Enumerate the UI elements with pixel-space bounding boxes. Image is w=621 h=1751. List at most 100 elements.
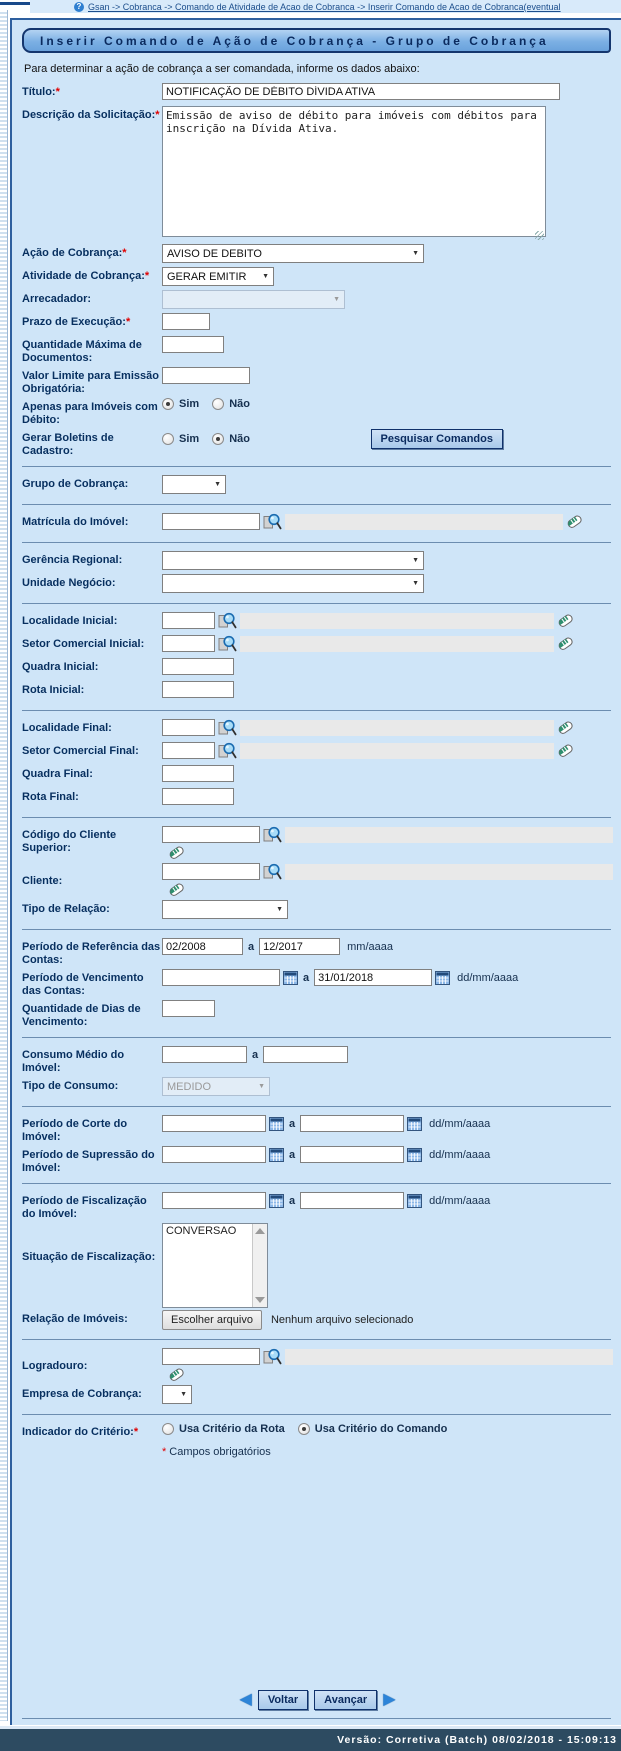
localidade-inicial-input[interactable]: [162, 612, 215, 629]
resize-handle-icon[interactable]: [535, 231, 544, 240]
rota-inicial-input[interactable]: [162, 681, 234, 698]
required-mark: *: [133, 1426, 139, 1438]
eraser-icon[interactable]: [557, 612, 574, 629]
prazo-input[interactable]: [162, 313, 210, 330]
per-fisc-from-input[interactable]: [162, 1192, 266, 1209]
qtd-dias-input[interactable]: [162, 1000, 215, 1017]
eraser-icon[interactable]: [168, 881, 185, 898]
pesquisar-comandos-button[interactable]: Pesquisar Comandos: [370, 429, 503, 449]
quadra-inicial-input[interactable]: [162, 658, 234, 675]
calendar-icon[interactable]: [269, 1147, 284, 1162]
valor-limite-input[interactable]: [162, 367, 250, 384]
eraser-icon[interactable]: [557, 635, 574, 652]
eraser-icon[interactable]: [557, 742, 574, 759]
per-venc-to-input[interactable]: [314, 969, 433, 986]
eraser-icon[interactable]: [557, 719, 574, 736]
criterio-comando-radio[interactable]: [297, 1423, 310, 1435]
search-icon[interactable]: [218, 635, 237, 652]
per-corte-from-input[interactable]: [162, 1115, 266, 1132]
situacao-listbox[interactable]: CONVERSAO: [162, 1223, 268, 1308]
search-icon[interactable]: [218, 612, 237, 629]
calendar-icon[interactable]: [283, 970, 298, 985]
help-icon[interactable]: ?: [74, 1, 84, 12]
tipo-relacao-select[interactable]: ▼: [162, 900, 288, 919]
search-icon[interactable]: [263, 513, 282, 530]
apenas-debito-sim-radio[interactable]: [162, 398, 174, 410]
logradouro-input[interactable]: [162, 1348, 260, 1365]
form-panel: Inserir Comando de Ação de Cobrança - Gr…: [10, 18, 621, 1751]
titulo-input[interactable]: [162, 83, 560, 100]
field-localidade-inicial: Localidade Inicial:: [22, 612, 613, 633]
escolher-arquivo-button[interactable]: Escolher arquivo: [162, 1310, 262, 1330]
calendar-icon[interactable]: [269, 1116, 284, 1131]
calendar-icon[interactable]: [407, 1193, 423, 1208]
cod-cli-sup-input[interactable]: [162, 826, 260, 843]
scroll-up-icon[interactable]: [255, 1228, 265, 1234]
grupo-cobranca-select[interactable]: ▼: [162, 475, 226, 494]
gerar-boletins-nao-label: Não: [229, 433, 250, 445]
field-gerencia-regional: Gerência Regional: ▼: [22, 551, 613, 572]
consumo-to-input[interactable]: [263, 1046, 349, 1063]
apenas-debito-label: Apenas para Imóveis com Débito:: [22, 401, 158, 426]
per-corte-to-input[interactable]: [300, 1115, 405, 1132]
calendar-icon[interactable]: [269, 1193, 284, 1208]
search-icon[interactable]: [218, 742, 237, 759]
eraser-icon[interactable]: [168, 1366, 185, 1383]
setor-inicial-input[interactable]: [162, 635, 215, 652]
forward-arrow-icon[interactable]: ▶: [383, 1691, 396, 1708]
chevron-down-icon: ▼: [333, 296, 340, 303]
cliente-input[interactable]: [162, 863, 260, 880]
localidade-final-label: Localidade Final:: [22, 722, 112, 734]
search-icon[interactable]: [263, 863, 282, 880]
search-icon[interactable]: [263, 826, 282, 843]
rota-final-label: Rota Final:: [22, 791, 79, 803]
gerar-boletins-nao-radio[interactable]: [212, 433, 225, 445]
gerar-boletins-sim-radio[interactable]: [162, 433, 174, 445]
criterio-comando-label: Usa Critério do Comando: [314, 1423, 448, 1435]
search-icon[interactable]: [218, 719, 237, 736]
consumo-from-input[interactable]: [162, 1046, 247, 1063]
matricula-input[interactable]: [162, 513, 260, 530]
calendar-icon[interactable]: [407, 1147, 423, 1162]
field-matricula-imovel: Matrícula do Imóvel:: [22, 513, 613, 534]
divider: [22, 1183, 611, 1184]
per-ref-label: Período de Referência das Contas:: [22, 941, 161, 966]
eraser-icon[interactable]: [566, 513, 583, 530]
per-venc-from-input[interactable]: [162, 969, 280, 986]
rota-final-input[interactable]: [162, 788, 234, 805]
per-ref-to-input[interactable]: [259, 938, 341, 955]
consumo-label: Consumo Médio do Imóvel:: [22, 1049, 125, 1074]
calendar-icon[interactable]: [435, 970, 451, 985]
atividade-cobranca-select[interactable]: GERAR EMITIR ▼: [162, 267, 274, 286]
per-supr-from-input[interactable]: [162, 1146, 266, 1163]
empresa-cobranca-select[interactable]: ▼: [162, 1385, 192, 1404]
unidade-negocio-select[interactable]: ▼: [162, 574, 424, 593]
apenas-debito-nao-radio[interactable]: [212, 398, 225, 410]
qtd-max-input[interactable]: [162, 336, 224, 353]
listbox-scrollbar[interactable]: [252, 1224, 267, 1307]
per-ref-from-input[interactable]: [162, 938, 243, 955]
divider: [22, 1339, 611, 1340]
eraser-icon[interactable]: [168, 844, 185, 861]
voltar-button[interactable]: Voltar: [257, 1690, 309, 1710]
localidade-final-input[interactable]: [162, 719, 215, 736]
per-supr-to-input[interactable]: [300, 1146, 405, 1163]
breadcrumb-path[interactable]: Gsan -> Cobranca -> Comando de Atividade…: [88, 1, 561, 12]
list-item[interactable]: CONVERSAO: [166, 1225, 237, 1237]
gerencia-regional-select[interactable]: ▼: [162, 551, 424, 570]
acao-cobranca-select[interactable]: AVISO DE DEBITO ▼: [162, 244, 424, 263]
avancar-button[interactable]: Avançar: [314, 1690, 378, 1710]
localidade-inicial-readonly: [240, 612, 554, 629]
setor-final-input[interactable]: [162, 742, 215, 759]
back-arrow-icon[interactable]: ◀: [239, 1691, 252, 1708]
search-icon[interactable]: [263, 1348, 282, 1365]
quadra-final-input[interactable]: [162, 765, 234, 782]
scroll-down-icon[interactable]: [255, 1297, 265, 1303]
field-descricao: Descrição da Solicitação:* Emissão de av…: [22, 106, 613, 242]
divider: [22, 710, 611, 711]
calendar-icon[interactable]: [407, 1116, 423, 1131]
descricao-textarea[interactable]: Emissão de aviso de débito para imóveis …: [162, 106, 546, 237]
criterio-rota-radio[interactable]: [162, 1423, 174, 1435]
required-mark: *: [122, 247, 127, 259]
per-fisc-to-input[interactable]: [300, 1192, 405, 1209]
